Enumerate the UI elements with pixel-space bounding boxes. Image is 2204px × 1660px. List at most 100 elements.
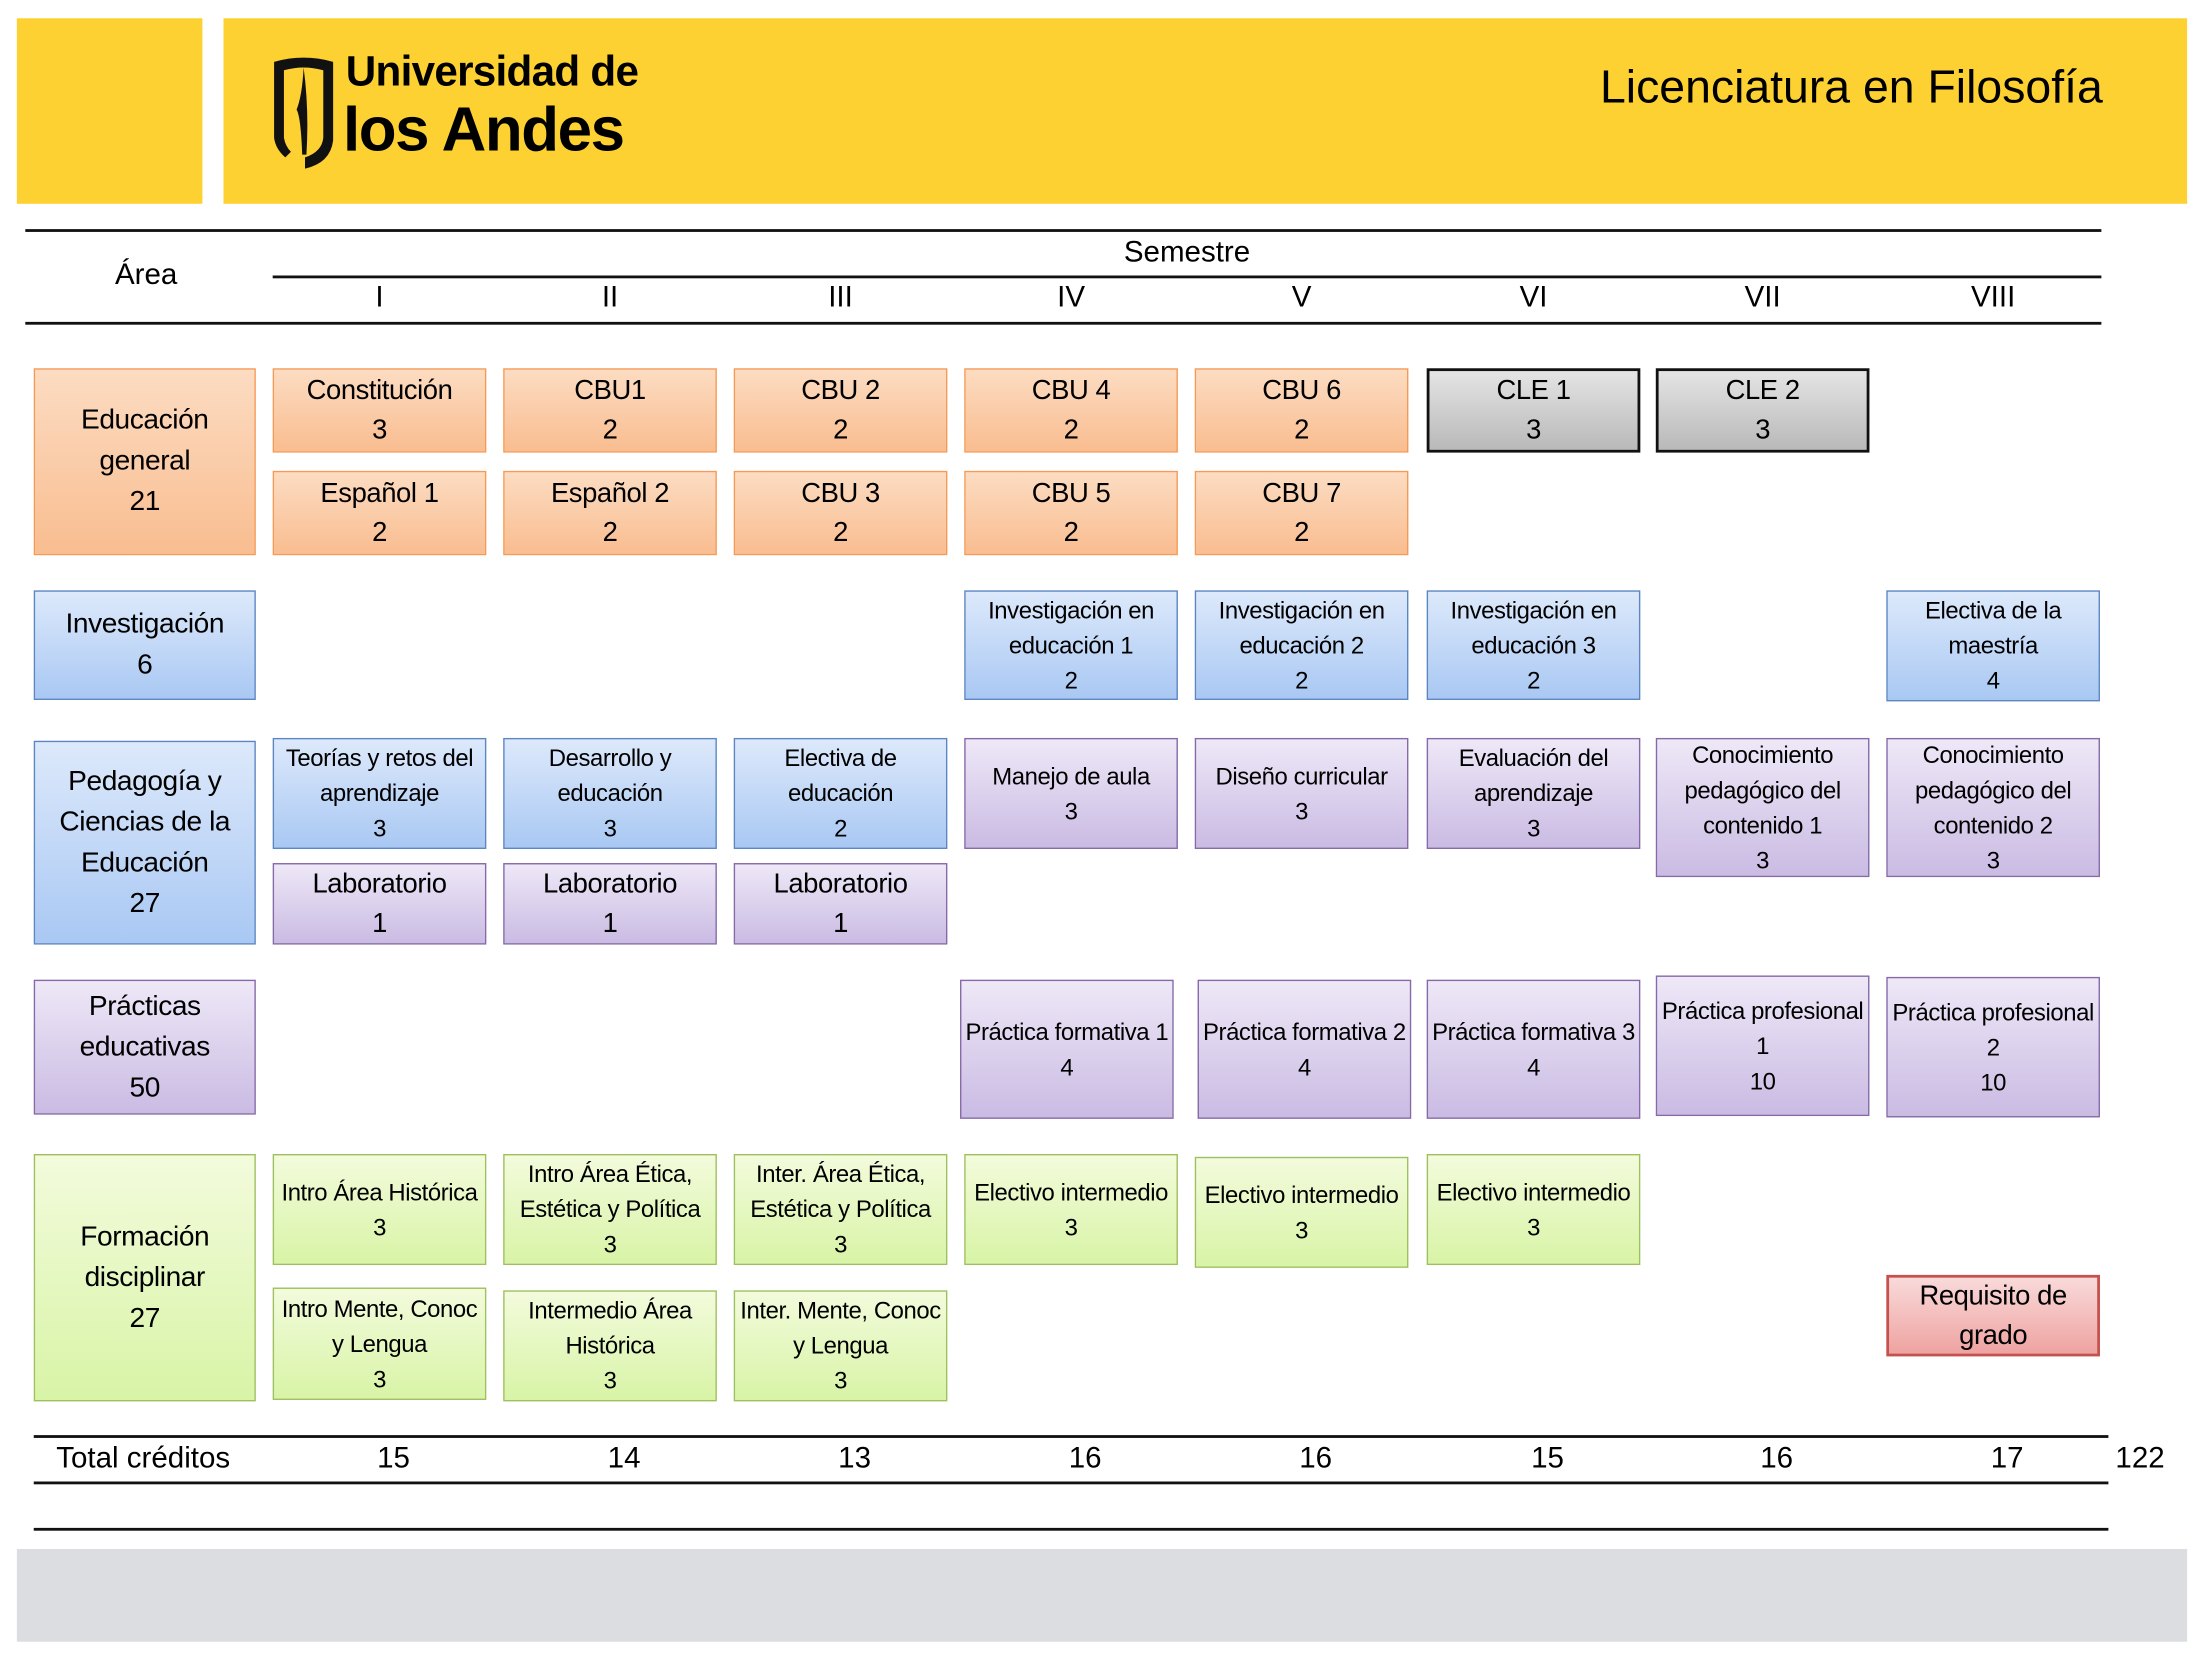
course-credits: 3: [1527, 815, 1540, 842]
course-box: CBU1 2: [503, 368, 717, 453]
course-credits: 1: [833, 908, 848, 939]
course-box: Laboratorio 1: [733, 863, 948, 945]
area-box: Prácticas educativas 50: [33, 979, 256, 1115]
course-box: Investigación en educación 3 2: [1426, 590, 1641, 700]
course-credits: 10: [1980, 1068, 2007, 1096]
course-box: Práctica profesional 2 10: [1886, 976, 2100, 1118]
course-box: Diseño curricular 3: [1194, 737, 1409, 849]
course-name: Práctica formativa 2: [1203, 1018, 1406, 1046]
course-name: CBU 3: [801, 477, 880, 509]
divider: [25, 229, 2102, 232]
course-name: CBU 4: [1031, 375, 1111, 407]
course-box: Constitución 3: [272, 368, 487, 453]
course-box: Laboratorio 1: [272, 863, 487, 945]
course-credits: 2: [1295, 666, 1309, 694]
course-credits: 2: [1064, 666, 1078, 694]
semester-label: V: [1291, 281, 1312, 314]
course-name: CBU 7: [1262, 477, 1341, 509]
grand-total: 122: [2115, 1442, 2165, 1475]
course-box: Español 2 2: [503, 470, 717, 556]
graduation-requirement-box: Requisito de grado: [1886, 1274, 2100, 1357]
course-name: Práctica formativa 1: [965, 1018, 1169, 1046]
course-box: Práctica profesional 1 10: [1655, 975, 1870, 1117]
course-name: Electivo intermedio: [1204, 1181, 1399, 1209]
area-credits: 27: [129, 887, 161, 919]
header-banner: Universidad de los Andes Licenciatura en…: [223, 18, 2188, 204]
course-credits: 4: [1297, 1053, 1311, 1081]
course-box: CLE 1 3: [1426, 368, 1641, 453]
course-box: CBU 7 2: [1194, 470, 1409, 556]
semester-label: VIII: [1970, 281, 2016, 314]
course-box: Inter. Área Ética, Estética y Política 3: [733, 1153, 948, 1266]
course-name: Constitución: [306, 375, 453, 407]
area-credits: 6: [137, 649, 153, 681]
course-credits: 1: [372, 908, 387, 939]
semester-total: 16: [1760, 1442, 1794, 1475]
course-credits: 2: [1063, 517, 1079, 549]
course-name: Manejo de aula: [992, 762, 1150, 790]
course-name: Teorías y retos del aprendizaje: [285, 744, 474, 807]
semester-total: 16: [1068, 1442, 1102, 1475]
course-credits: 2: [834, 815, 847, 842]
course-credits: 2: [1294, 517, 1309, 549]
course-credits: 1: [602, 908, 618, 939]
course-credits: 3: [1064, 1213, 1078, 1241]
area-name: Prácticas educativas: [79, 990, 211, 1062]
course-credits: 2: [833, 517, 848, 549]
course-credits: 3: [834, 1367, 847, 1395]
course-credits: 3: [1527, 1213, 1540, 1241]
course-credits: 3: [372, 414, 387, 446]
course-name: Laboratorio: [312, 868, 447, 900]
semester-total: 17: [1990, 1442, 2024, 1475]
course-credits: 3: [1986, 846, 2000, 874]
course-box: Práctica formativa 3 4: [1426, 979, 1641, 1119]
logo-line-2: los Andes: [342, 95, 625, 165]
course-credits: 3: [373, 815, 386, 842]
divider: [272, 275, 2102, 279]
course-name: Intro Mente, Conoc y Lengua: [281, 1295, 478, 1358]
course-name: CLE 2: [1725, 375, 1800, 407]
divider: [25, 321, 2102, 325]
course-name: Electivo intermedio: [1436, 1178, 1631, 1206]
course-name: Laboratorio: [773, 868, 908, 900]
semester-total: 16: [1299, 1442, 1333, 1475]
course-name: Intro Área Ética, Estética y Política: [519, 1161, 701, 1223]
course-name: CLE 1: [1496, 375, 1571, 407]
course-box: Práctica formativa 2 4: [1197, 979, 1412, 1119]
divider: [33, 1527, 2109, 1531]
course-box: Electivo intermedio 3: [964, 1153, 1178, 1266]
course-name: CBU1: [574, 375, 646, 407]
area-box: Investigación 6: [33, 590, 256, 700]
course-credits: 3: [1755, 414, 1771, 446]
course-box: CBU 4 2: [964, 368, 1178, 453]
course-name: Inter. Mente, Conoc y Lengua: [740, 1297, 941, 1360]
course-box: Práctica formativa 1 4: [960, 979, 1174, 1119]
area-name: Educación general: [81, 404, 209, 477]
area-name: Formación disciplinar: [80, 1220, 210, 1293]
course-credits: 2: [602, 517, 618, 549]
header-left-block: [16, 18, 203, 204]
course-credits: 3: [603, 815, 617, 842]
course-credits: 2: [1294, 414, 1309, 446]
course-credits: 4: [1527, 1053, 1540, 1081]
course-name: Investigación en educación 3: [1450, 596, 1617, 659]
semester-total: 13: [838, 1442, 872, 1475]
total-credits-label: Total créditos: [56, 1442, 231, 1475]
course-credits: 3: [1295, 797, 1309, 825]
semester-label: IV: [1057, 281, 1086, 314]
course-name: Español 2: [550, 477, 670, 509]
course-name: Práctica profesional 2: [1892, 998, 2094, 1061]
course-box: Electivo intermedio 3: [1426, 1153, 1641, 1266]
course-name: Evaluación del aprendizaje: [1458, 744, 1609, 807]
course-name: Investigación en educación 1: [988, 596, 1155, 659]
course-credits: 3: [603, 1231, 617, 1259]
semester-total: 15: [377, 1442, 410, 1475]
course-box: Electivo intermedio 3: [1194, 1156, 1409, 1268]
course-credits: 3: [373, 1365, 386, 1393]
course-credits: 2: [372, 517, 387, 549]
course-box: Intro Área Ética, Estética y Política 3: [503, 1153, 717, 1266]
course-credits: 3: [603, 1367, 617, 1395]
course-box: Laboratorio 1: [503, 863, 717, 945]
course-credits: 4: [1986, 667, 2000, 695]
